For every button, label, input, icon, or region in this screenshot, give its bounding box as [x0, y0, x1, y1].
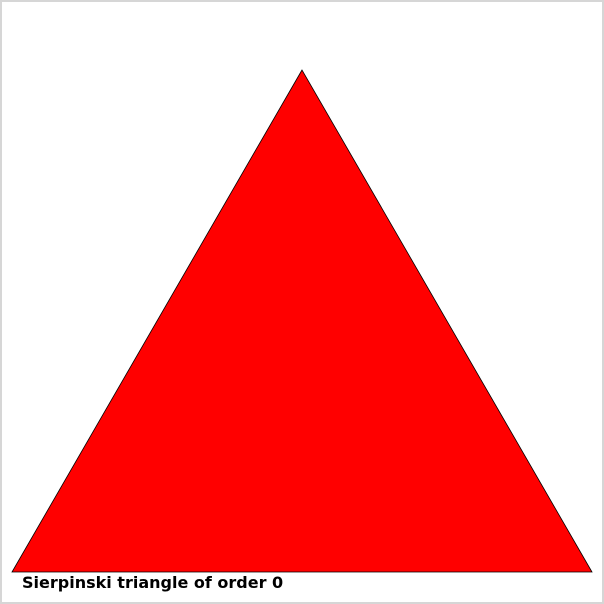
sierpinski-triangles: [11, 69, 593, 573]
figure-caption: Sierpinski triangle of order 0: [22, 573, 284, 592]
sierpinski-triangle-0: [11, 69, 593, 573]
